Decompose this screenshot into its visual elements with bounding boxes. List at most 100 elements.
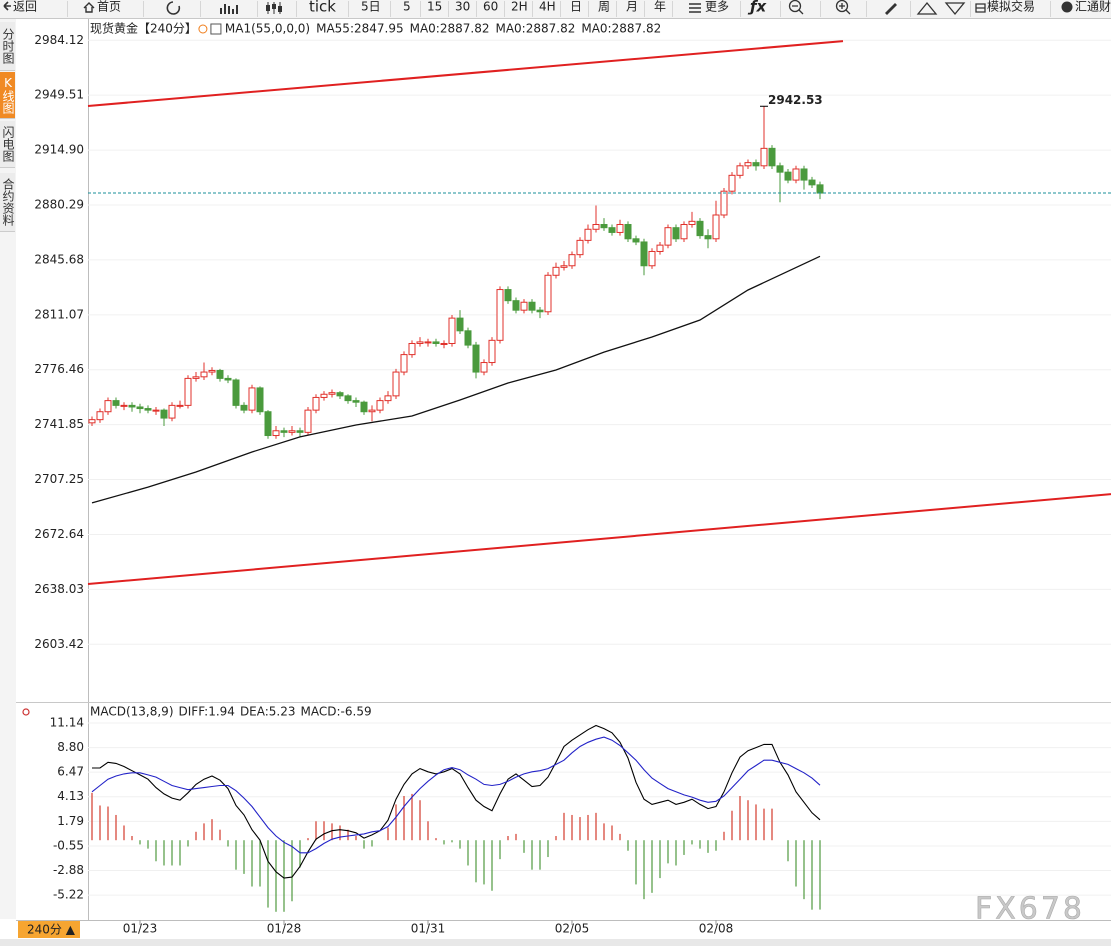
legend-item: MACD(13,8,9) — [90, 705, 174, 719]
candle-body — [104, 400, 112, 413]
toolbar-button[interactable]: tick — [309, 0, 336, 16]
candle-body — [792, 168, 800, 181]
y-tick-label: -5.22 — [53, 888, 84, 902]
sidebar-tab[interactable]: K线图 — [0, 72, 15, 119]
candle-body — [128, 404, 136, 408]
candle-body — [480, 362, 488, 373]
toolbar-button[interactable]: 30 — [455, 0, 470, 14]
toolbar-button[interactable]: 周 — [598, 0, 610, 14]
y-tick-label: 2914.90 — [34, 143, 84, 157]
toolbar-button[interactable]: 月 — [626, 0, 638, 14]
candle-body — [248, 387, 256, 411]
candle-body — [704, 235, 712, 240]
candle-body — [312, 396, 320, 411]
candle-body — [584, 228, 592, 241]
candle-body — [168, 404, 176, 419]
legend-item: MA1(55,0,0,0) — [225, 22, 310, 36]
x-tick-label: 01/28 — [267, 922, 302, 936]
legend-item: DIFF:1.94 — [179, 705, 235, 719]
toolbar-button[interactable]: 60 — [483, 0, 498, 14]
toolbar-button[interactable]: 日 — [570, 0, 582, 14]
period-button-bg[interactable] — [18, 921, 80, 938]
candle-body — [88, 419, 96, 424]
candle-body — [224, 377, 232, 381]
toolbar-button[interactable]: 首页 — [97, 0, 121, 14]
toolbar-button[interactable]: 15 — [427, 0, 442, 14]
candle-body — [544, 274, 552, 313]
y-tick-label: 2811.07 — [34, 307, 84, 321]
toolbar-button[interactable]: 5日 — [361, 0, 381, 14]
candle-body — [808, 179, 816, 186]
candle-body — [264, 411, 272, 437]
toolbar-button[interactable]: 汇通财 — [1075, 0, 1111, 14]
y-tick-label: -2.88 — [53, 863, 84, 877]
candle-body — [416, 341, 424, 344]
candle-body — [152, 409, 160, 412]
candle-body — [664, 227, 672, 246]
y-tick-label: 2741.85 — [34, 417, 84, 431]
y-tick-label: 8.80 — [57, 740, 84, 754]
ma-line — [91, 255, 821, 504]
sidebar-tab[interactable]: 分时图 — [0, 22, 15, 71]
toolbar-button[interactable]: 年 — [654, 0, 666, 14]
candle-body — [616, 224, 624, 233]
watermark: FX678 — [975, 892, 1085, 927]
legend-item: MA0:2887.82 — [410, 22, 490, 36]
legend-icon — [210, 23, 222, 35]
candle-body — [560, 265, 568, 268]
legend-item: DEA:5.23 — [240, 705, 296, 719]
candle-body — [512, 300, 520, 311]
candle-body — [632, 238, 640, 243]
candle-body — [656, 244, 664, 252]
toolbar-button[interactable]: ƒx — [747, 0, 768, 16]
candle-body — [400, 354, 408, 373]
toolbar-button[interactable]: 2H — [511, 0, 528, 14]
candle-body — [344, 395, 352, 402]
candle-body — [456, 317, 464, 332]
candle-body — [736, 165, 744, 176]
sidebar-tab[interactable]: 合约资料 — [0, 173, 15, 232]
candle-body — [648, 250, 656, 267]
candle-body — [528, 301, 536, 311]
toolbar-button[interactable]: 返回 — [13, 0, 37, 14]
max-price-label: 2942.53 — [768, 93, 823, 107]
candle-body — [296, 430, 304, 433]
candle-body — [392, 371, 400, 397]
period-button[interactable]: 240分 ▲ — [27, 923, 76, 937]
candle-body — [488, 339, 496, 364]
candle-body — [408, 342, 416, 356]
toolbar-button[interactable]: 更多 — [705, 0, 729, 14]
candle-body — [640, 241, 648, 267]
sidebar-tab[interactable]: 闪电图 — [0, 121, 15, 168]
y-tick-label: 2845.68 — [34, 252, 84, 266]
y-tick-label: 2638.03 — [34, 582, 84, 596]
candle-body — [192, 376, 200, 379]
candle-body — [136, 406, 144, 410]
candle-body — [336, 392, 344, 397]
candle-body — [328, 392, 336, 395]
zoom-in-icon — [835, 0, 849, 13]
candle-body — [568, 254, 576, 267]
candle-body — [440, 342, 448, 345]
toolbar-button[interactable]: 4H — [539, 0, 556, 14]
candle-body — [752, 162, 760, 167]
toolbar-button[interactable]: 5 — [403, 0, 411, 14]
legend-icon — [198, 24, 208, 34]
y-tick-label: -0.55 — [53, 839, 84, 853]
candle-body — [288, 430, 296, 433]
toolbar-button[interactable]: 模拟交易 — [987, 0, 1035, 14]
home-icon — [83, 2, 95, 13]
candle-body — [552, 266, 560, 276]
legend-item: MA0:2887.82 — [495, 22, 575, 36]
candle-body — [728, 174, 736, 192]
y-tick-label: 6.47 — [57, 765, 84, 779]
candle-body — [304, 409, 312, 433]
legend-item: MA55:2847.95 — [316, 22, 404, 36]
y-tick-label: 2880.29 — [34, 198, 84, 212]
legend-item: 现货黄金 — [90, 21, 138, 36]
candle-body — [696, 220, 704, 237]
candle-body — [240, 404, 248, 411]
candle-body — [536, 309, 544, 313]
candle-body — [112, 400, 120, 406]
